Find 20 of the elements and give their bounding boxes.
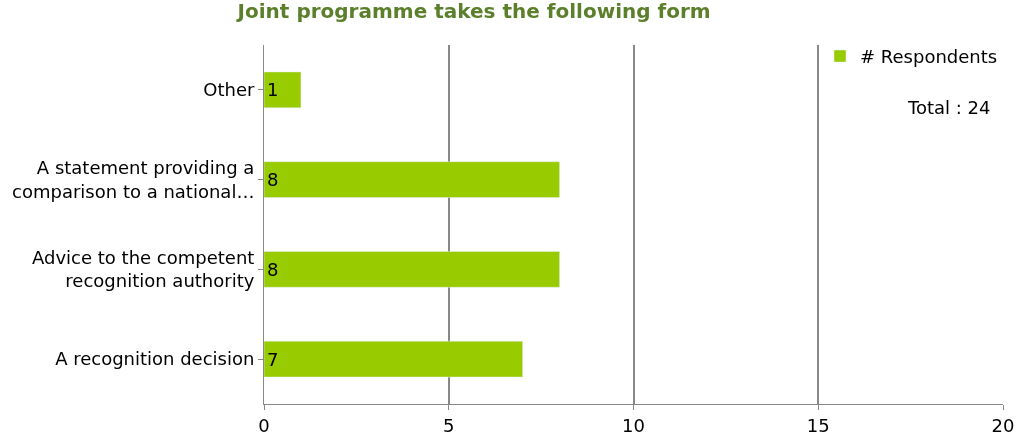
x-tick-label: 15 <box>806 414 830 436</box>
chart-title: Joint programme takes the following form <box>235 0 711 24</box>
y-tick-label: A statement providing a comparison to a national… <box>12 157 255 202</box>
bar <box>264 251 560 288</box>
x-tick-label: 5 <box>443 414 455 436</box>
bar <box>264 71 302 109</box>
y-tick-label: A recognition decision <box>55 348 255 370</box>
x-tick-label: 0 <box>258 414 270 436</box>
data-label: 8 <box>267 169 279 191</box>
x-tick-label: 20 <box>991 414 1015 436</box>
bar <box>264 340 523 378</box>
data-label: 8 <box>267 258 279 280</box>
y-tick-label: Advice to the competent recognition authority <box>32 246 255 292</box>
y-tick-label: Other <box>203 79 255 101</box>
x-tick-label: 10 <box>622 414 645 436</box>
annotation: Total : 24 <box>907 97 991 118</box>
data-label: 1 <box>267 79 279 101</box>
data-label: 7 <box>267 348 279 370</box>
bar <box>264 161 560 198</box>
legend-label: # Respondents <box>860 46 998 68</box>
